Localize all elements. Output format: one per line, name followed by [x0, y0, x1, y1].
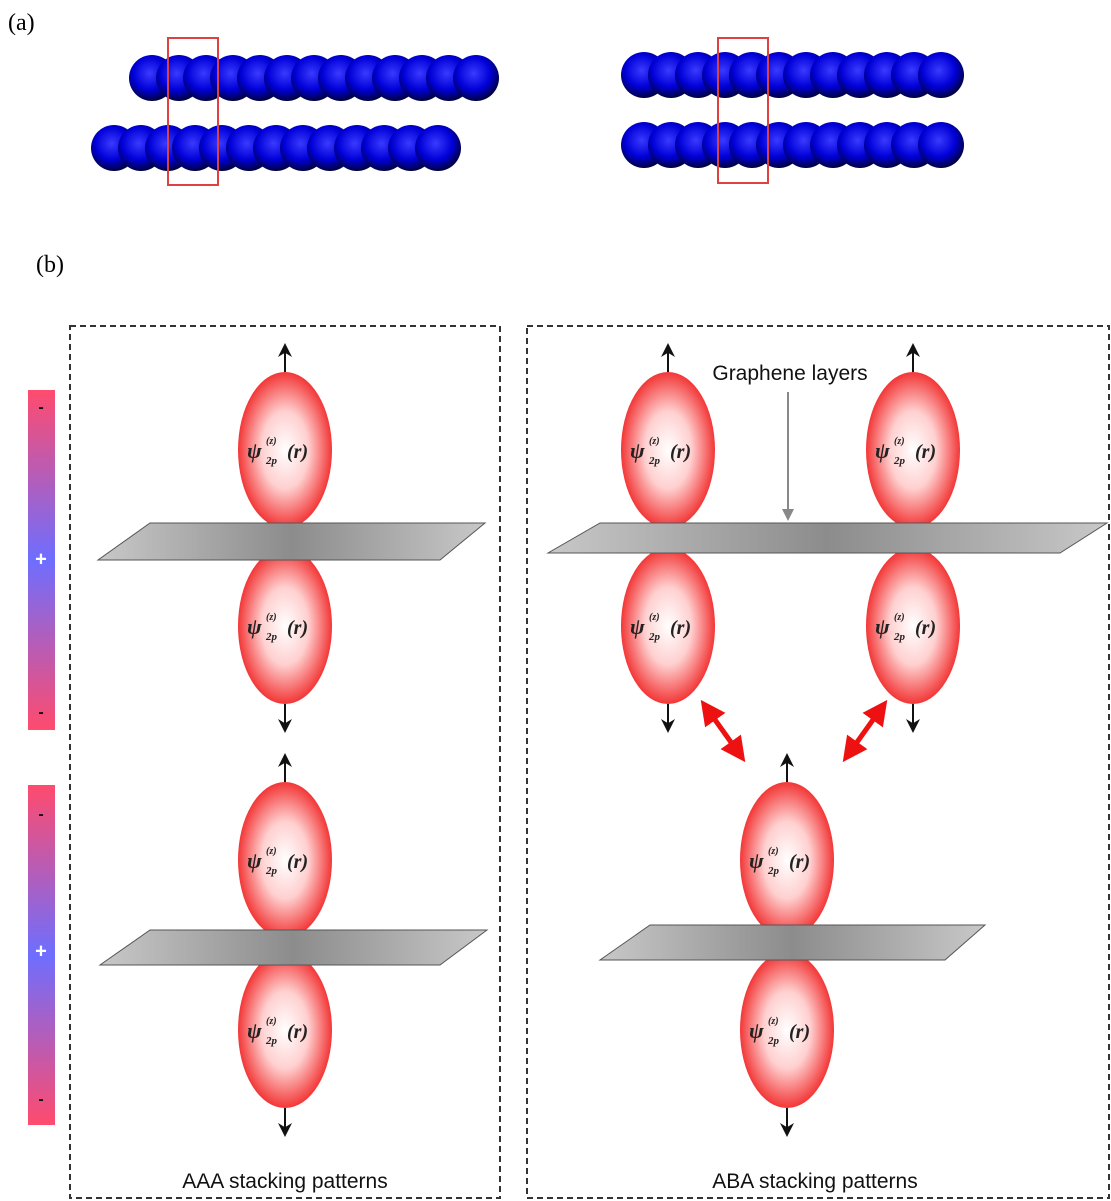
- psi-sub: 2p: [893, 455, 906, 467]
- atom: [453, 55, 499, 101]
- psi-sup: (z): [649, 612, 660, 623]
- psi-sup: (z): [266, 436, 277, 447]
- caption: ABA stacking patterns: [712, 1170, 917, 1193]
- psi-arg: (r): [915, 441, 936, 463]
- graphene-layer: [548, 523, 1107, 553]
- psi-sup: (z): [266, 1016, 277, 1027]
- graphene-layer: [100, 930, 487, 965]
- psi-sub: 2p: [265, 1035, 278, 1047]
- sign: -: [38, 1091, 43, 1108]
- psi: ψ: [247, 438, 262, 463]
- figure: (a) (b) ψ (z) 2p (r) ψ (z) 2p (r) ψ (z) 2p (r) ψ (z) 2…: [0, 0, 1111, 1201]
- caption: AAA stacking patterns: [182, 1170, 387, 1193]
- psi: ψ: [247, 848, 262, 873]
- psi-sup: (z): [266, 846, 277, 857]
- interaction-arrow: [850, 710, 880, 752]
- psi-arg: (r): [287, 1021, 308, 1043]
- psi: ψ: [247, 614, 262, 639]
- psi-sup: (z): [768, 846, 779, 857]
- psi-arg: (r): [287, 617, 308, 639]
- psi-arg: (r): [287, 851, 308, 873]
- psi-arg: (r): [789, 851, 810, 873]
- psi: ψ: [875, 438, 890, 463]
- psi: ψ: [749, 848, 764, 873]
- sign: +: [35, 940, 47, 962]
- atom-rows: [91, 52, 964, 171]
- psi: ψ: [630, 438, 645, 463]
- psi-arg: (r): [670, 617, 691, 639]
- psi: ψ: [749, 1018, 764, 1043]
- atom: [415, 125, 461, 171]
- psi-sub: 2p: [893, 631, 906, 643]
- graphene-layer: [600, 925, 985, 960]
- sign: +: [35, 548, 47, 570]
- psi: ψ: [630, 614, 645, 639]
- psi-sup: (z): [768, 1016, 779, 1027]
- psi-sup: (z): [266, 612, 277, 623]
- psi: ψ: [247, 1018, 262, 1043]
- psi-arg: (r): [915, 617, 936, 639]
- sign: -: [38, 806, 43, 823]
- psi-sup: (z): [649, 436, 660, 447]
- panel-label: (a): [8, 10, 35, 36]
- psi-sub: 2p: [648, 455, 661, 467]
- psi-sub: 2p: [265, 631, 278, 643]
- psi-arg: (r): [670, 441, 691, 463]
- sign: -: [38, 399, 43, 416]
- psi-sup: (z): [894, 436, 905, 447]
- psi-arg: (r): [287, 441, 308, 463]
- graphene-layer: [98, 523, 485, 560]
- orbital-scene: ψ (z) 2p (r) ψ (z) 2p (r) ψ (z) 2p (r) ψ (z) 2p (r) ψ (z)…: [98, 350, 1107, 1130]
- interaction-arrow: [708, 710, 738, 752]
- atom: [918, 122, 964, 168]
- atom: [918, 52, 964, 98]
- psi: ψ: [875, 614, 890, 639]
- annotation: Graphene layers: [712, 362, 867, 385]
- psi-sub: 2p: [767, 1035, 780, 1047]
- psi-arg: (r): [789, 1021, 810, 1043]
- psi-sup: (z): [894, 612, 905, 623]
- psi-sub: 2p: [767, 865, 780, 877]
- sign: -: [38, 704, 43, 721]
- psi-sub: 2p: [265, 865, 278, 877]
- psi-sub: 2p: [265, 455, 278, 467]
- panel-label: (b): [36, 252, 64, 278]
- psi-sub: 2p: [648, 631, 661, 643]
